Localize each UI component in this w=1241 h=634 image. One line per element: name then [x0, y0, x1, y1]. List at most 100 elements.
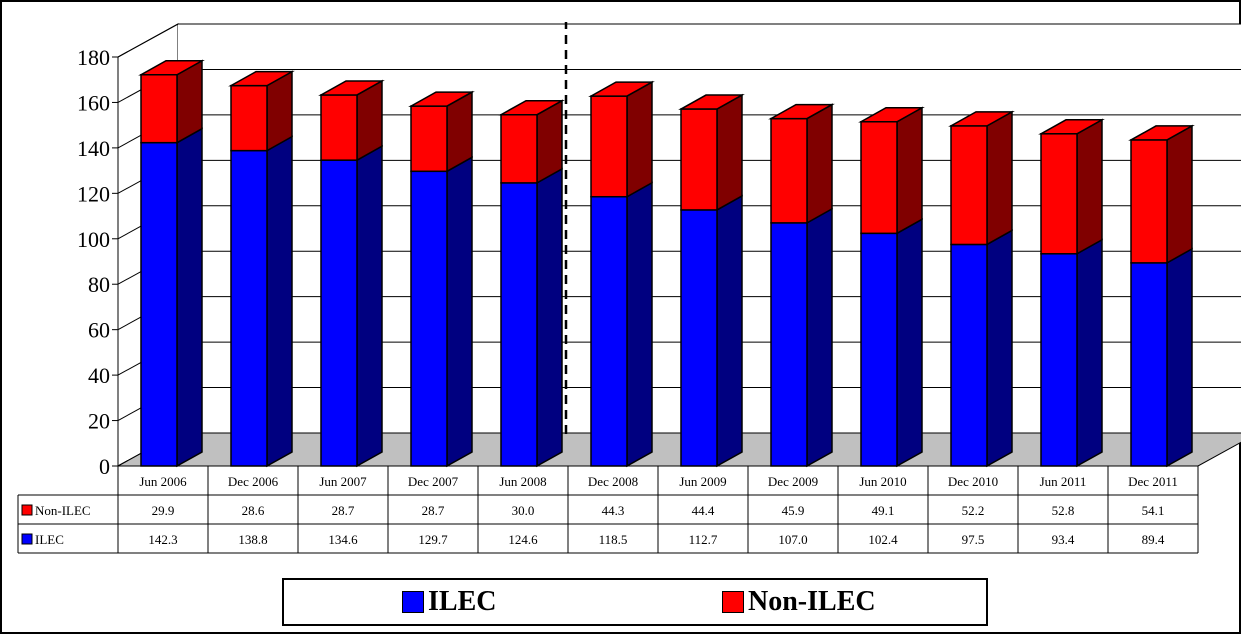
non-ilec-value: 28.6 — [242, 503, 265, 518]
ilec-value: 124.6 — [508, 532, 538, 547]
row-label-non-ilec: Non-ILEC — [35, 503, 91, 518]
x-category-label: Jun 2008 — [499, 474, 546, 489]
non-ilec-value: 52.8 — [1052, 503, 1075, 518]
y-tick-label: 60 — [88, 318, 110, 343]
bar-non-ilec — [410, 105, 448, 173]
y-tick-label: 80 — [88, 272, 110, 297]
bar-ilec — [1130, 262, 1168, 467]
non-ilec-value: 30.0 — [512, 503, 535, 518]
x-category-label: Dec 2010 — [948, 474, 998, 489]
bar-ilec-side — [806, 207, 833, 468]
bar-ilec-side — [536, 167, 563, 468]
bar-ilec-side — [986, 229, 1013, 468]
bar-ilec — [320, 159, 358, 467]
y-tick-label: 40 — [88, 363, 110, 388]
bar-non-ilec-side — [896, 106, 923, 235]
bar-non-ilec-top — [498, 99, 565, 116]
bar-ilec-side — [446, 156, 473, 468]
bar-non-ilec — [680, 108, 718, 211]
bar-non-ilec — [770, 117, 808, 224]
x-category-label: Dec 2008 — [588, 474, 638, 489]
bar-non-ilec — [590, 95, 628, 198]
bar-non-ilec-side — [806, 103, 833, 225]
bar-non-ilec-side — [716, 93, 743, 212]
row-swatch-ilec — [21, 533, 33, 545]
bar-ilec-side — [1076, 238, 1103, 468]
bar-non-ilec-top — [948, 111, 1015, 127]
bar-non-ilec-top — [318, 80, 385, 96]
ilec-value: 142.3 — [148, 532, 177, 547]
ilec-value: 138.8 — [238, 532, 267, 547]
bar-non-ilec — [860, 121, 898, 235]
bar-ilec — [1040, 253, 1078, 467]
ilec-value: 93.4 — [1052, 532, 1075, 547]
y-tick-label: 0 — [99, 454, 110, 479]
bar-ilec-side — [716, 194, 743, 468]
bar-non-ilec-top — [408, 91, 475, 107]
x-category-label: Dec 2011 — [1128, 474, 1178, 489]
bar-non-ilec-top — [228, 70, 295, 87]
non-ilec-value: 44.3 — [602, 503, 625, 518]
bar-ilec — [590, 195, 628, 467]
bar-non-ilec-top — [678, 94, 745, 110]
bar-ilec — [860, 232, 898, 467]
y-tick-label: 100 — [77, 227, 110, 252]
bar-non-ilec-side — [626, 80, 653, 199]
ilec-value: 89.4 — [1142, 532, 1165, 547]
y-tick-label: 120 — [77, 181, 110, 206]
bar-non-ilec-side — [986, 110, 1013, 246]
bar-non-ilec — [230, 84, 268, 152]
non-ilec-value: 52.2 — [962, 503, 985, 518]
bar-non-ilec-top — [858, 107, 925, 123]
y-tick-label: 160 — [77, 90, 110, 115]
bar-non-ilec-side — [1166, 124, 1193, 265]
bar-ilec-side — [266, 135, 293, 468]
non-ilec-value: 29.9 — [152, 503, 175, 518]
x-category-label: Jun 2007 — [319, 474, 367, 489]
bar-ilec — [680, 209, 718, 467]
bar-ilec-side — [626, 181, 653, 468]
bar-ilec — [410, 170, 448, 467]
bar-ilec — [500, 182, 538, 467]
bar-non-ilec-top — [588, 81, 655, 97]
bar-non-ilec-top — [1128, 125, 1195, 141]
non-ilec-value: 45.9 — [782, 503, 805, 518]
legend-swatch-ilec — [402, 591, 424, 613]
legend-item-ilec: ILEC — [402, 586, 496, 618]
bar-non-ilec — [950, 125, 988, 246]
x-category-label: Jun 2009 — [679, 474, 726, 489]
bar-non-ilec — [140, 73, 178, 144]
bar-ilec — [140, 141, 178, 467]
x-category-label: Dec 2007 — [408, 474, 459, 489]
ilec-value: 134.6 — [328, 532, 358, 547]
bar-ilec-side — [896, 218, 923, 468]
y-tick-label: 20 — [88, 409, 110, 434]
non-ilec-value: 49.1 — [872, 503, 895, 518]
bar-ilec — [770, 222, 808, 467]
bar-non-ilec — [1130, 139, 1168, 264]
non-ilec-value: 54.1 — [1142, 503, 1165, 518]
bar-non-ilec — [320, 94, 358, 161]
legend-label-ilec: ILEC — [428, 586, 497, 617]
bar-ilec — [230, 149, 268, 467]
bar-non-ilec — [1040, 133, 1078, 255]
row-label-ilec: ILEC — [35, 532, 64, 547]
grid-line-side — [117, 23, 179, 58]
non-ilec-value: 28.7 — [422, 503, 445, 518]
legend-item-non-ilec: Non-ILEC — [722, 586, 876, 618]
bar-non-ilec-side — [1076, 118, 1103, 256]
bar-non-ilec — [500, 113, 538, 184]
bar-non-ilec-top — [1038, 119, 1105, 135]
x-category-label: Dec 2006 — [228, 474, 279, 489]
bar-ilec-side — [356, 144, 383, 468]
x-category-label: Jun 2006 — [139, 474, 187, 489]
legend: ILEC Non-ILEC — [282, 578, 988, 626]
x-category-label: Jun 2011 — [1040, 474, 1087, 489]
ilec-value: 107.0 — [778, 532, 807, 547]
legend-label-non-ilec: Non-ILEC — [748, 586, 876, 617]
non-ilec-value: 44.4 — [692, 503, 715, 518]
x-category-label: Jun 2010 — [859, 474, 906, 489]
bar-non-ilec-top — [138, 59, 205, 76]
ilec-value: 102.4 — [868, 532, 898, 547]
